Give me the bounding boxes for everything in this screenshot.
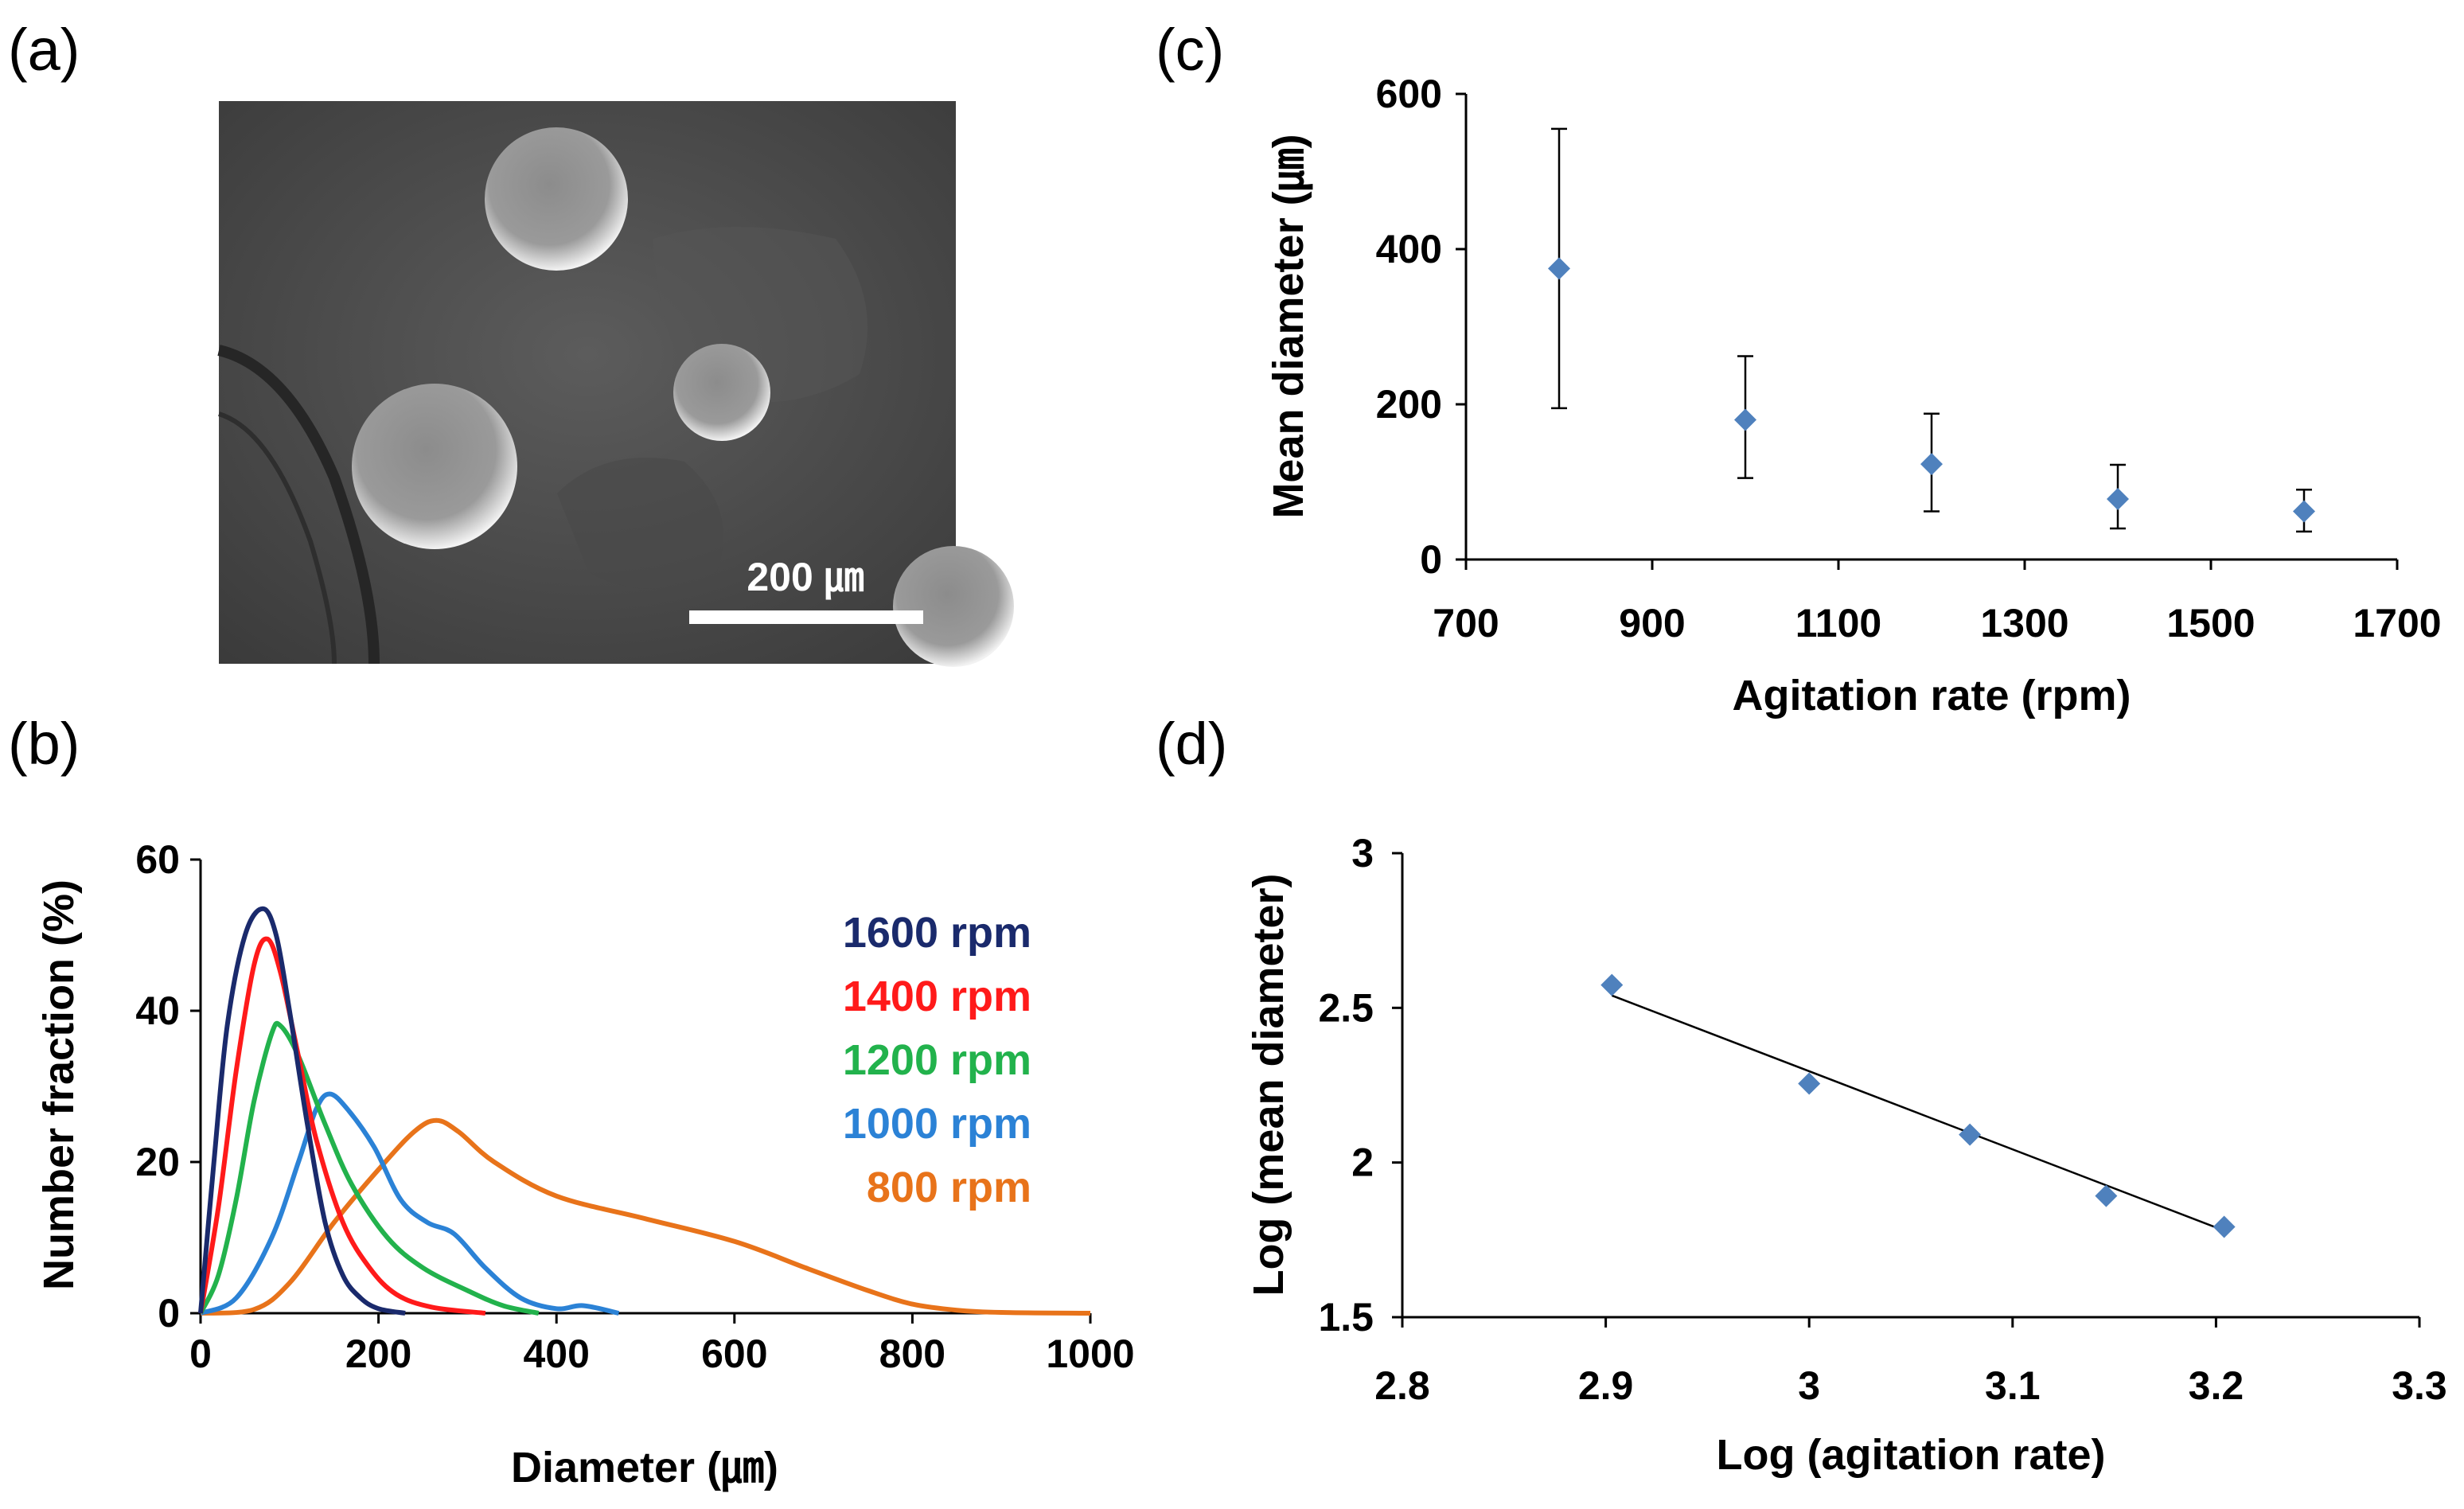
panel-label-b: (b) — [8, 711, 80, 777]
trendline — [1611, 994, 2225, 1232]
x-tick-label: 900 — [1619, 601, 1685, 645]
chart-b-xlabel: Diameter (㎛) — [511, 1444, 778, 1492]
y-tick-label: 2.5 — [1318, 985, 1374, 1030]
data-point — [2213, 1215, 2236, 1238]
x-tick-label: 2.9 — [1578, 1363, 1634, 1408]
particle-small — [673, 344, 770, 441]
y-tick-label: 0 — [158, 1291, 180, 1335]
data-point — [1600, 973, 1624, 996]
x-tick-label: 1300 — [1980, 601, 2068, 645]
log-log-chart: Log (agitation rate) Log (mean diameter)… — [1245, 831, 2447, 1479]
scale-bar-label: 200 ㎛ — [747, 555, 864, 600]
x-tick-label: 3.3 — [2392, 1363, 2447, 1408]
x-tick-label: 3 — [1798, 1363, 1820, 1408]
data-point — [1920, 453, 1943, 476]
x-tick-label: 1000 — [1046, 1332, 1134, 1376]
panel-label-a: (a) — [8, 17, 80, 83]
data-point — [1798, 1072, 1821, 1095]
x-tick-label: 700 — [1433, 601, 1499, 645]
panel-label-d: (d) — [1156, 711, 1227, 777]
data-point — [2095, 1184, 2118, 1207]
x-tick-label: 400 — [523, 1332, 589, 1376]
series-line-1400-rpm — [198, 936, 486, 1316]
x-tick-label: 200 — [345, 1332, 411, 1376]
x-tick-label: 0 — [189, 1332, 212, 1376]
particle-partial — [893, 546, 1014, 667]
chart-c-xlabel: Agitation rate (rpm) — [1732, 672, 2131, 719]
data-point — [1959, 1123, 1982, 1146]
y-tick-label: 400 — [1376, 227, 1442, 271]
data-point — [2293, 500, 2315, 523]
x-tick-label: 3.1 — [1985, 1363, 2041, 1408]
y-tick-label: 3 — [1351, 831, 1374, 875]
y-tick-label: 20 — [135, 1140, 180, 1184]
y-tick-label: 600 — [1376, 72, 1442, 116]
x-tick-label: 1700 — [2353, 601, 2441, 645]
legend-entry: 1600 rpm — [843, 909, 1031, 957]
x-tick-label: 800 — [879, 1332, 945, 1376]
legend-entry: 1400 rpm — [843, 973, 1031, 1020]
scale-bar — [689, 610, 923, 624]
data-point — [2107, 487, 2129, 510]
legend-entry: 1200 rpm — [843, 1036, 1031, 1084]
data-point — [1734, 408, 1756, 431]
x-tick-label: 2.8 — [1374, 1363, 1430, 1408]
chart-d-ylabel: Log (mean diameter) — [1245, 873, 1292, 1296]
sem-texture-film-2 — [557, 458, 723, 589]
y-tick-label: 1.5 — [1318, 1295, 1374, 1339]
series-line-1200-rpm — [198, 1020, 540, 1316]
data-point — [1548, 257, 1570, 280]
sem-texture-edge-2 — [218, 411, 337, 665]
chart-d-xlabel: Log (agitation rate) — [1717, 1431, 2106, 1479]
x-tick-label: 1500 — [2166, 601, 2255, 645]
x-tick-label: 1100 — [1795, 601, 1881, 645]
y-tick-label: 60 — [135, 837, 180, 882]
series-line-1000-rpm — [199, 1091, 620, 1316]
y-tick-label: 40 — [135, 988, 180, 1033]
particle-large — [352, 384, 517, 549]
particle-medium — [485, 127, 628, 271]
y-tick-label: 200 — [1376, 382, 1442, 427]
series-line-800-rpm — [200, 1117, 1091, 1316]
mean-diameter-chart: Agitation rate (rpm) Mean diameter (㎛) 7… — [1265, 72, 2442, 719]
series-line-1600-rpm — [198, 906, 406, 1316]
sem-micrograph: 200 ㎛ — [217, 101, 1014, 667]
chart-c-ylabel: Mean diameter (㎛) — [1265, 134, 1313, 518]
sem-texture-edge — [217, 345, 380, 665]
legend-entry: 800 rpm — [867, 1164, 1031, 1211]
chart-b-ylabel: Number fraction (%) — [35, 879, 83, 1290]
y-tick-label: 0 — [1420, 537, 1442, 582]
panel-label-c: (c) — [1156, 17, 1224, 83]
y-tick-label: 2 — [1351, 1141, 1374, 1185]
legend-entry: 1000 rpm — [843, 1100, 1031, 1148]
x-tick-label: 600 — [701, 1332, 767, 1376]
x-tick-label: 3.2 — [2189, 1363, 2244, 1408]
distribution-chart: Diameter (㎛) Number fraction (%) 0 200 400… — [35, 837, 1135, 1492]
